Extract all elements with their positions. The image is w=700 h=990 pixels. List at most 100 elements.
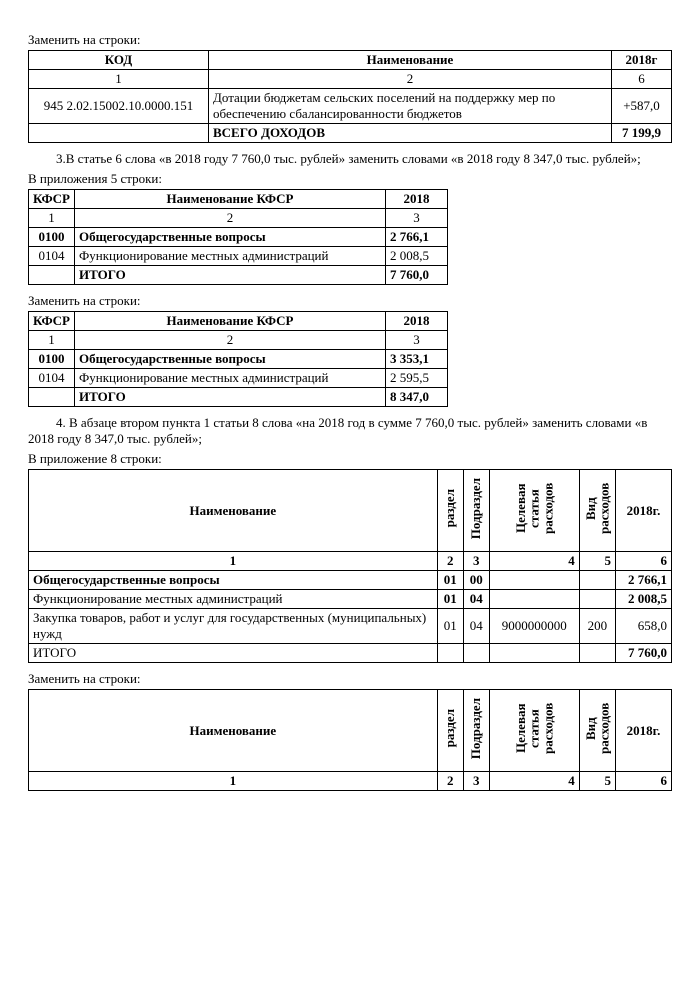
table-header-row: Наименование раздел Подраздел Целевая ст…	[29, 470, 672, 552]
th-kind: Вид расходов	[579, 470, 615, 552]
cell: 2	[437, 552, 463, 571]
th: Наименование КФСР	[74, 190, 385, 209]
cell	[579, 571, 615, 590]
cell: 4	[489, 552, 579, 571]
caption-t4: В приложение 8 строки:	[28, 451, 672, 467]
table-row: ИТОГО 7 760,0	[29, 266, 448, 285]
cell: 04	[463, 590, 489, 609]
cell: 1	[29, 209, 75, 228]
cell-total-label: ВСЕГО ДОХОДОВ	[209, 124, 612, 143]
cell: 2	[437, 772, 463, 791]
table-row: ИТОГО 7 760,0	[29, 644, 672, 663]
th-podrazdel: Подраздел	[463, 470, 489, 552]
th-target: Целевая статья расходов	[489, 470, 579, 552]
table-header-row: КФСР Наименование КФСР 2018	[29, 190, 448, 209]
table-row: 0104 Функционирование местных администра…	[29, 247, 448, 266]
table-row: ИТОГО 8 347,0	[29, 388, 448, 407]
th-name: Наименование	[29, 690, 438, 772]
cell	[579, 644, 615, 663]
cell: 2	[209, 70, 612, 89]
th: КФСР	[29, 312, 75, 331]
cell: 5	[579, 772, 615, 791]
cell: Общегосударственные вопросы	[74, 350, 385, 369]
cell: 658,0	[616, 609, 672, 644]
cell: 2	[74, 331, 385, 350]
cell: 01	[437, 590, 463, 609]
caption-t5: Заменить на строки:	[28, 671, 672, 687]
cell-name: Дотации бюджетам сельских поселений на п…	[209, 89, 612, 124]
table-row: 0104 Функционирование местных администра…	[29, 369, 448, 388]
th-razdel: раздел	[437, 690, 463, 772]
cell	[489, 571, 579, 590]
table-num-row: 1 2 3 4 5 6	[29, 772, 672, 791]
table-4: Наименование раздел Подраздел Целевая ст…	[28, 469, 672, 663]
table-row: Функционирование местных администраций 0…	[29, 590, 672, 609]
cell: Общегосударственные вопросы	[29, 571, 438, 590]
th-kind: Вид расходов	[579, 690, 615, 772]
cell	[489, 590, 579, 609]
cell: Функционирование местных администраций	[29, 590, 438, 609]
table-header-row: Наименование раздел Подраздел Целевая ст…	[29, 690, 672, 772]
cell: 0104	[29, 247, 75, 266]
th-podrazdel: Подраздел	[463, 690, 489, 772]
cell: 4	[489, 772, 579, 791]
th: 2018	[386, 312, 448, 331]
table-row: Общегосударственные вопросы 01 00 2 766,…	[29, 571, 672, 590]
table-total-row: ВСЕГО ДОХОДОВ 7 199,9	[29, 124, 672, 143]
cell: 00	[463, 571, 489, 590]
table-row: Закупка товаров, работ и услуг для госуд…	[29, 609, 672, 644]
th-name: Наименование	[29, 470, 438, 552]
cell	[437, 644, 463, 663]
table-row: 945 2.02.15002.10.0000.151 Дотации бюдже…	[29, 89, 672, 124]
cell: ИТОГО	[29, 644, 438, 663]
cell: 0100	[29, 228, 75, 247]
cell: ИТОГО	[74, 266, 385, 285]
table-3: КФСР Наименование КФСР 2018 1 2 3 0100 О…	[28, 311, 448, 407]
cell: 3	[463, 552, 489, 571]
caption-t1: Заменить на строки:	[28, 32, 672, 48]
th-year: 2018г	[612, 51, 672, 70]
cell: Общегосударственные вопросы	[74, 228, 385, 247]
table-header-row: КФСР Наименование КФСР 2018	[29, 312, 448, 331]
cell: 6	[616, 772, 672, 791]
cell: 1	[29, 552, 438, 571]
cell: 6	[616, 552, 672, 571]
cell: 3	[386, 209, 448, 228]
th-code: КОД	[29, 51, 209, 70]
cell: 1	[29, 772, 438, 791]
cell: 200	[579, 609, 615, 644]
cell: 04	[463, 609, 489, 644]
cell: 2 766,1	[616, 571, 672, 590]
cell: 2 008,5	[616, 590, 672, 609]
table-num-row: 1 2 3	[29, 209, 448, 228]
th-razdel: раздел	[437, 470, 463, 552]
table-row: 0100 Общегосударственные вопросы 3 353,1	[29, 350, 448, 369]
table-row: 0100 Общегосударственные вопросы 2 766,1	[29, 228, 448, 247]
cell: 7 760,0	[386, 266, 448, 285]
cell: 01	[437, 571, 463, 590]
cell: 3 353,1	[386, 350, 448, 369]
cell: 2	[74, 209, 385, 228]
cell: 2 008,5	[386, 247, 448, 266]
cell-total-val: 7 199,9	[612, 124, 672, 143]
table-2: КФСР Наименование КФСР 2018 1 2 3 0100 О…	[28, 189, 448, 285]
cell-val: +587,0	[612, 89, 672, 124]
cell: 01	[437, 609, 463, 644]
table-header-row: КОД Наименование 2018г	[29, 51, 672, 70]
cell: 1	[29, 331, 75, 350]
cell: Функционирование местных администраций	[74, 247, 385, 266]
cell: 2 595,5	[386, 369, 448, 388]
cell	[463, 644, 489, 663]
cell: 7 760,0	[616, 644, 672, 663]
cell: 0104	[29, 369, 75, 388]
th: КФСР	[29, 190, 75, 209]
caption-t3: Заменить на строки:	[28, 293, 672, 309]
caption-t2: В приложения 5 строки:	[28, 171, 672, 187]
cell: Функционирование местных администраций	[74, 369, 385, 388]
cell: Закупка товаров, работ и услуг для госуд…	[29, 609, 438, 644]
cell: 6	[612, 70, 672, 89]
cell	[29, 124, 209, 143]
table-num-row: 1 2 3 4 5 6	[29, 552, 672, 571]
cell: 2 766,1	[386, 228, 448, 247]
paragraph-3: 3.В статье 6 слова «в 2018 году 7 760,0 …	[28, 151, 672, 167]
